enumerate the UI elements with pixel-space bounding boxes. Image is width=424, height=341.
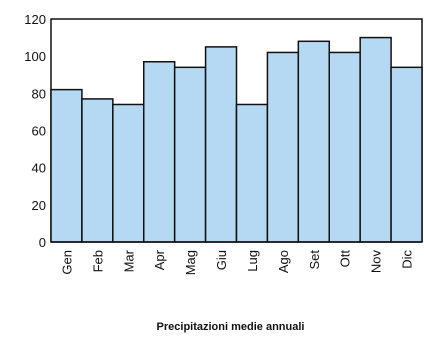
- x-axis-label: Precipitazioni medie annuali: [157, 321, 305, 333]
- bar-set: [297, 40, 330, 243]
- x-tick-label-gen: Gen: [59, 250, 74, 275]
- bar-mar: [112, 103, 145, 243]
- x-axis-categories: Gen Feb Mar Apr Mag Giu Lug Ago Set Ott Nov Dic: [59, 249, 414, 275]
- y-tick-label-80: 80: [32, 86, 46, 101]
- plot-area: [50, 18, 423, 243]
- bar-mag: [173, 66, 207, 243]
- x-tick-label-nov: Nov: [369, 250, 384, 274]
- y-tick-label-100: 100: [24, 49, 46, 64]
- bar-nov: [359, 36, 392, 243]
- y-tick-label-20: 20: [32, 198, 46, 213]
- x-tick-label-feb: Feb: [90, 250, 105, 272]
- y-axis-ticks: 0 20 40 60 80 100 120: [24, 12, 46, 250]
- bar-giu: [204, 46, 238, 243]
- x-tick-label-ago: Ago: [276, 250, 291, 273]
- bar-apr: [143, 60, 176, 243]
- bar-ott: [328, 51, 361, 243]
- x-tick-label-set: Set: [307, 250, 322, 270]
- x-tick-label-ott: Ott: [338, 250, 353, 268]
- x-tick-label-apr: Apr: [152, 249, 167, 270]
- x-tick-label-dic: Dic: [400, 250, 415, 269]
- bar-lug: [235, 103, 269, 243]
- bar-gen: [50, 88, 83, 243]
- x-tick-label-giu: Giu: [214, 250, 229, 270]
- y-tick-label-60: 60: [32, 124, 46, 139]
- y-tick-label-40: 40: [32, 161, 46, 176]
- x-tick-label-lug: Lug: [245, 250, 260, 272]
- x-tick-label-mag: Mag: [183, 250, 198, 275]
- y-tick-label-120: 120: [24, 12, 46, 27]
- bar-dic: [390, 66, 423, 243]
- x-tick-label-mar: Mar: [121, 249, 136, 272]
- y-tick-label-0: 0: [39, 235, 46, 250]
- bar-feb: [81, 98, 114, 243]
- bar-ago: [266, 51, 300, 243]
